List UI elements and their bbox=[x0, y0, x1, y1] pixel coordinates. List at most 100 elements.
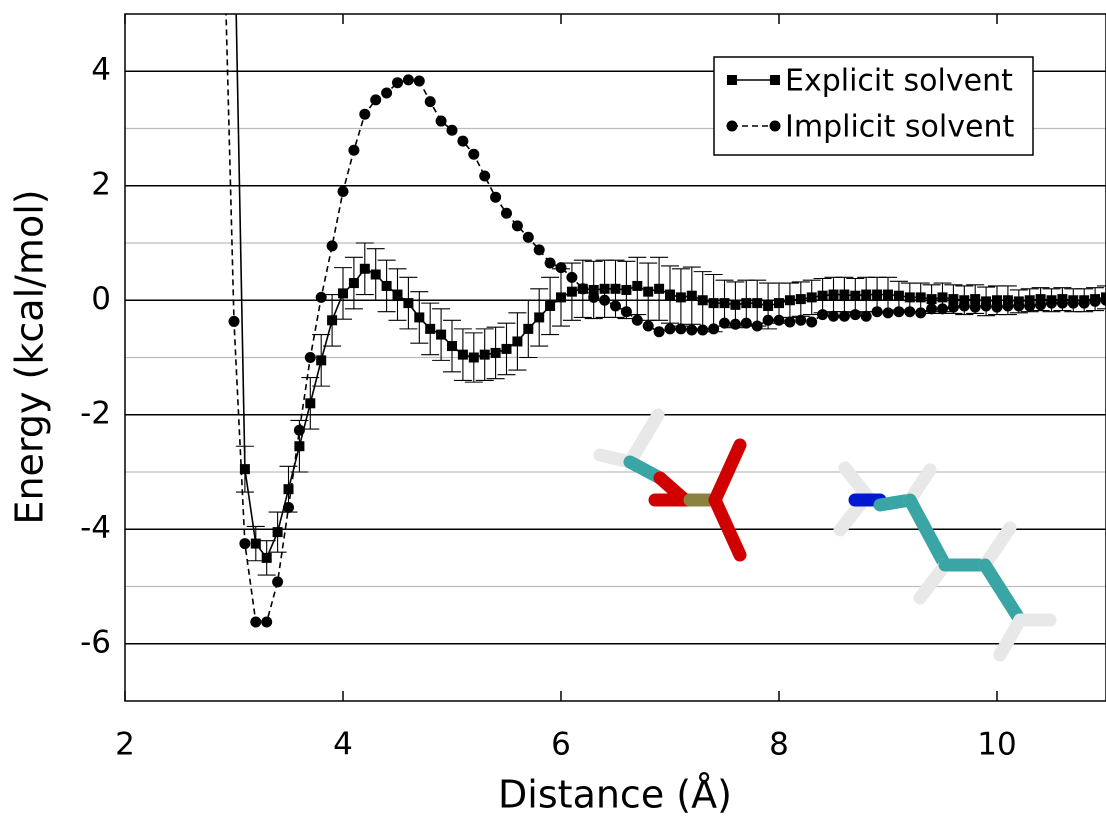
data-point bbox=[959, 295, 970, 306]
data-point bbox=[522, 231, 534, 243]
data-point bbox=[773, 314, 785, 326]
data-point bbox=[392, 77, 403, 89]
data-point bbox=[751, 320, 763, 332]
data-point bbox=[501, 343, 512, 354]
data-point bbox=[1089, 295, 1101, 307]
data-point bbox=[893, 306, 905, 318]
data-point bbox=[250, 538, 261, 549]
x-tick-label: 10 bbox=[977, 727, 1016, 763]
data-point bbox=[806, 316, 818, 328]
data-point bbox=[293, 424, 305, 436]
data-point bbox=[1046, 297, 1057, 309]
x-tick-label: 8 bbox=[769, 727, 789, 763]
y-tick-label: 4 bbox=[91, 52, 111, 88]
data-point bbox=[610, 283, 621, 294]
data-point bbox=[304, 352, 316, 363]
data-point bbox=[763, 300, 774, 311]
data-point bbox=[795, 314, 807, 326]
data-point bbox=[610, 300, 621, 312]
data-point bbox=[872, 289, 883, 300]
legend-label: Implicit solvent bbox=[785, 110, 1014, 145]
data-point bbox=[621, 284, 632, 295]
data-point bbox=[425, 323, 436, 334]
data-point bbox=[239, 464, 250, 475]
data-point bbox=[479, 349, 490, 360]
data-point bbox=[686, 290, 697, 301]
data-point bbox=[926, 303, 938, 315]
y-axis-label: Energy (kcal/mol) bbox=[8, 189, 52, 524]
data-point bbox=[926, 294, 937, 305]
data-point bbox=[980, 300, 992, 312]
data-point bbox=[305, 398, 316, 409]
data-point bbox=[381, 87, 393, 99]
data-point bbox=[490, 191, 502, 203]
legend-box bbox=[713, 56, 1034, 156]
data-point bbox=[370, 94, 382, 106]
data-point bbox=[555, 262, 567, 274]
data-point bbox=[719, 317, 730, 329]
data-point bbox=[631, 314, 643, 326]
legend-marker bbox=[727, 75, 737, 85]
data-point bbox=[642, 320, 654, 332]
data-point bbox=[566, 271, 578, 283]
data-point bbox=[511, 220, 523, 232]
data-point bbox=[457, 349, 468, 360]
data-point bbox=[871, 306, 883, 318]
data-point bbox=[338, 288, 348, 299]
x-tick-label: 4 bbox=[333, 727, 353, 763]
data-point bbox=[337, 185, 349, 197]
data-point bbox=[1024, 300, 1036, 312]
data-point bbox=[283, 484, 294, 495]
legend-marker bbox=[726, 120, 738, 132]
data-point bbox=[534, 312, 545, 323]
y-tick-label: 2 bbox=[91, 166, 111, 202]
data-point bbox=[839, 289, 850, 300]
plot-frame bbox=[124, 13, 1106, 702]
data-point bbox=[838, 310, 850, 322]
data-point bbox=[1035, 299, 1047, 311]
data-point bbox=[566, 286, 577, 297]
data-point bbox=[468, 352, 479, 363]
data-point bbox=[675, 292, 686, 303]
data-point bbox=[402, 74, 414, 86]
data-point bbox=[806, 292, 817, 303]
data-point bbox=[861, 289, 872, 300]
data-point bbox=[261, 616, 273, 628]
data-point bbox=[370, 269, 381, 280]
data-point bbox=[599, 294, 611, 306]
data-point bbox=[883, 289, 893, 300]
data-point bbox=[446, 124, 458, 136]
data-point bbox=[316, 355, 327, 366]
data-point bbox=[893, 290, 904, 301]
data-point bbox=[850, 290, 861, 301]
data-point bbox=[620, 306, 632, 318]
data-point bbox=[904, 306, 916, 318]
x-tick-label: 6 bbox=[551, 727, 571, 763]
data-point bbox=[556, 292, 566, 303]
y-tick-label: 0 bbox=[91, 281, 111, 317]
data-point bbox=[947, 301, 959, 313]
data-point bbox=[359, 108, 371, 120]
data-point bbox=[1013, 300, 1025, 312]
data-point bbox=[424, 96, 436, 108]
data-point bbox=[915, 292, 926, 303]
data-point bbox=[795, 294, 806, 305]
data-point bbox=[708, 323, 720, 335]
x-axis-label: Distance (Å) bbox=[498, 773, 732, 817]
data-point bbox=[261, 552, 272, 563]
data-point bbox=[817, 290, 828, 301]
data-point bbox=[948, 294, 959, 305]
data-point bbox=[348, 144, 360, 156]
data-point bbox=[686, 324, 698, 336]
data-point bbox=[762, 314, 774, 326]
data-point bbox=[697, 324, 709, 336]
data-point bbox=[817, 309, 829, 321]
data-point bbox=[752, 298, 763, 309]
data-point bbox=[654, 283, 665, 294]
data-point bbox=[1002, 295, 1013, 306]
data-point bbox=[664, 323, 676, 335]
data-point bbox=[915, 307, 927, 319]
data-point bbox=[523, 323, 534, 334]
data-point bbox=[729, 318, 741, 330]
